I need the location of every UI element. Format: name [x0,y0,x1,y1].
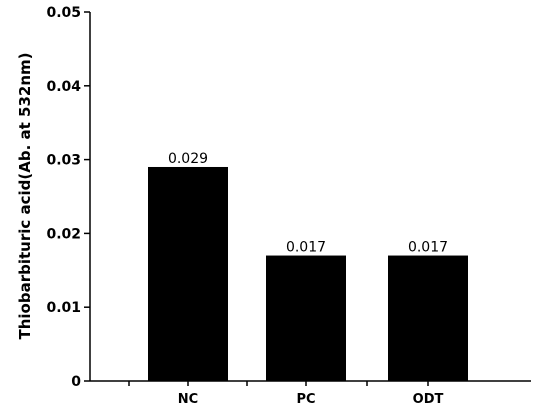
axes: 0 0.01 0.02 0.03 0.04 0.05 [46,5,531,390]
bars [148,166,468,381]
y-tick-label: 0.04 [46,79,81,95]
bar-pc [266,255,346,381]
y-axis-title: Thiobarbituric acid(Ab. at 532nm) [16,53,34,340]
y-tick-label: 0 [71,374,81,390]
data-label-pc: 0.017 [286,240,326,256]
labels: 0.029 NC 0.017 PC 0.017 ODT [168,151,448,407]
y-tick-label: 0.02 [46,226,81,242]
bar-odt [388,255,468,381]
data-label-nc: 0.029 [168,151,208,167]
y-tick-label: 0.05 [46,5,81,21]
bar-nc [148,166,228,381]
data-label-odt: 0.017 [408,240,448,256]
y-tick-label: 0.03 [46,153,81,169]
category-label-odt: ODT [413,392,444,407]
category-label-pc: PC [296,392,315,407]
category-label-nc: NC [178,392,198,407]
y-tick-label: 0.01 [46,300,81,316]
